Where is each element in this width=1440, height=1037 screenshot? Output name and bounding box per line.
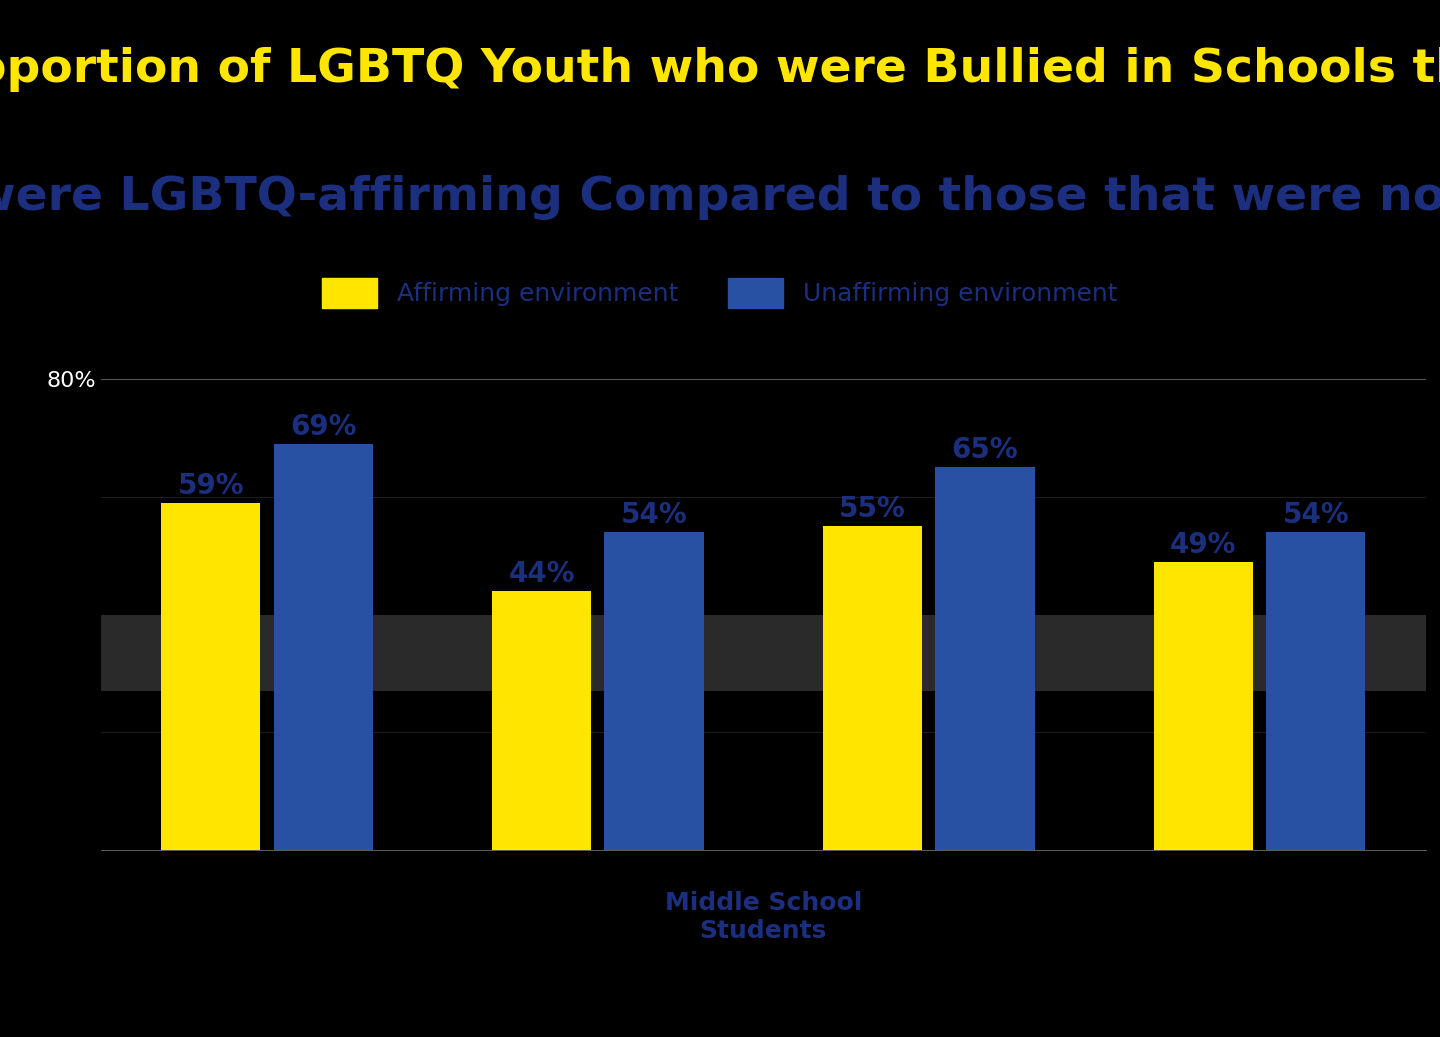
Bar [605,532,704,850]
Text: 69%: 69% [289,413,356,441]
Text: 44%: 44% [508,560,575,588]
Bar [161,503,261,850]
Text: 54%: 54% [1283,501,1349,529]
Legend: Affirming environment, Unaffirming environment: Affirming environment, Unaffirming envir… [323,278,1117,308]
Text: 59%: 59% [177,472,243,500]
Bar [492,591,592,850]
Text: Proportion of LGBTQ Youth who were Bullied in Schools that: Proportion of LGBTQ Youth who were Bulli… [0,48,1440,92]
Bar [822,527,922,850]
Bar [274,444,373,850]
Text: were LGBTQ-affirming Compared to those that were not: were LGBTQ-affirming Compared to those t… [0,174,1440,220]
Bar [935,468,1034,850]
Text: 65%: 65% [952,437,1018,465]
Text: 49%: 49% [1171,531,1237,559]
Bar [1153,562,1253,850]
Text: 54%: 54% [621,501,687,529]
Bar [101,615,1426,692]
Text: 55%: 55% [840,496,906,524]
Text: Middle School
Students: Middle School Students [664,891,863,943]
Bar [1266,532,1365,850]
